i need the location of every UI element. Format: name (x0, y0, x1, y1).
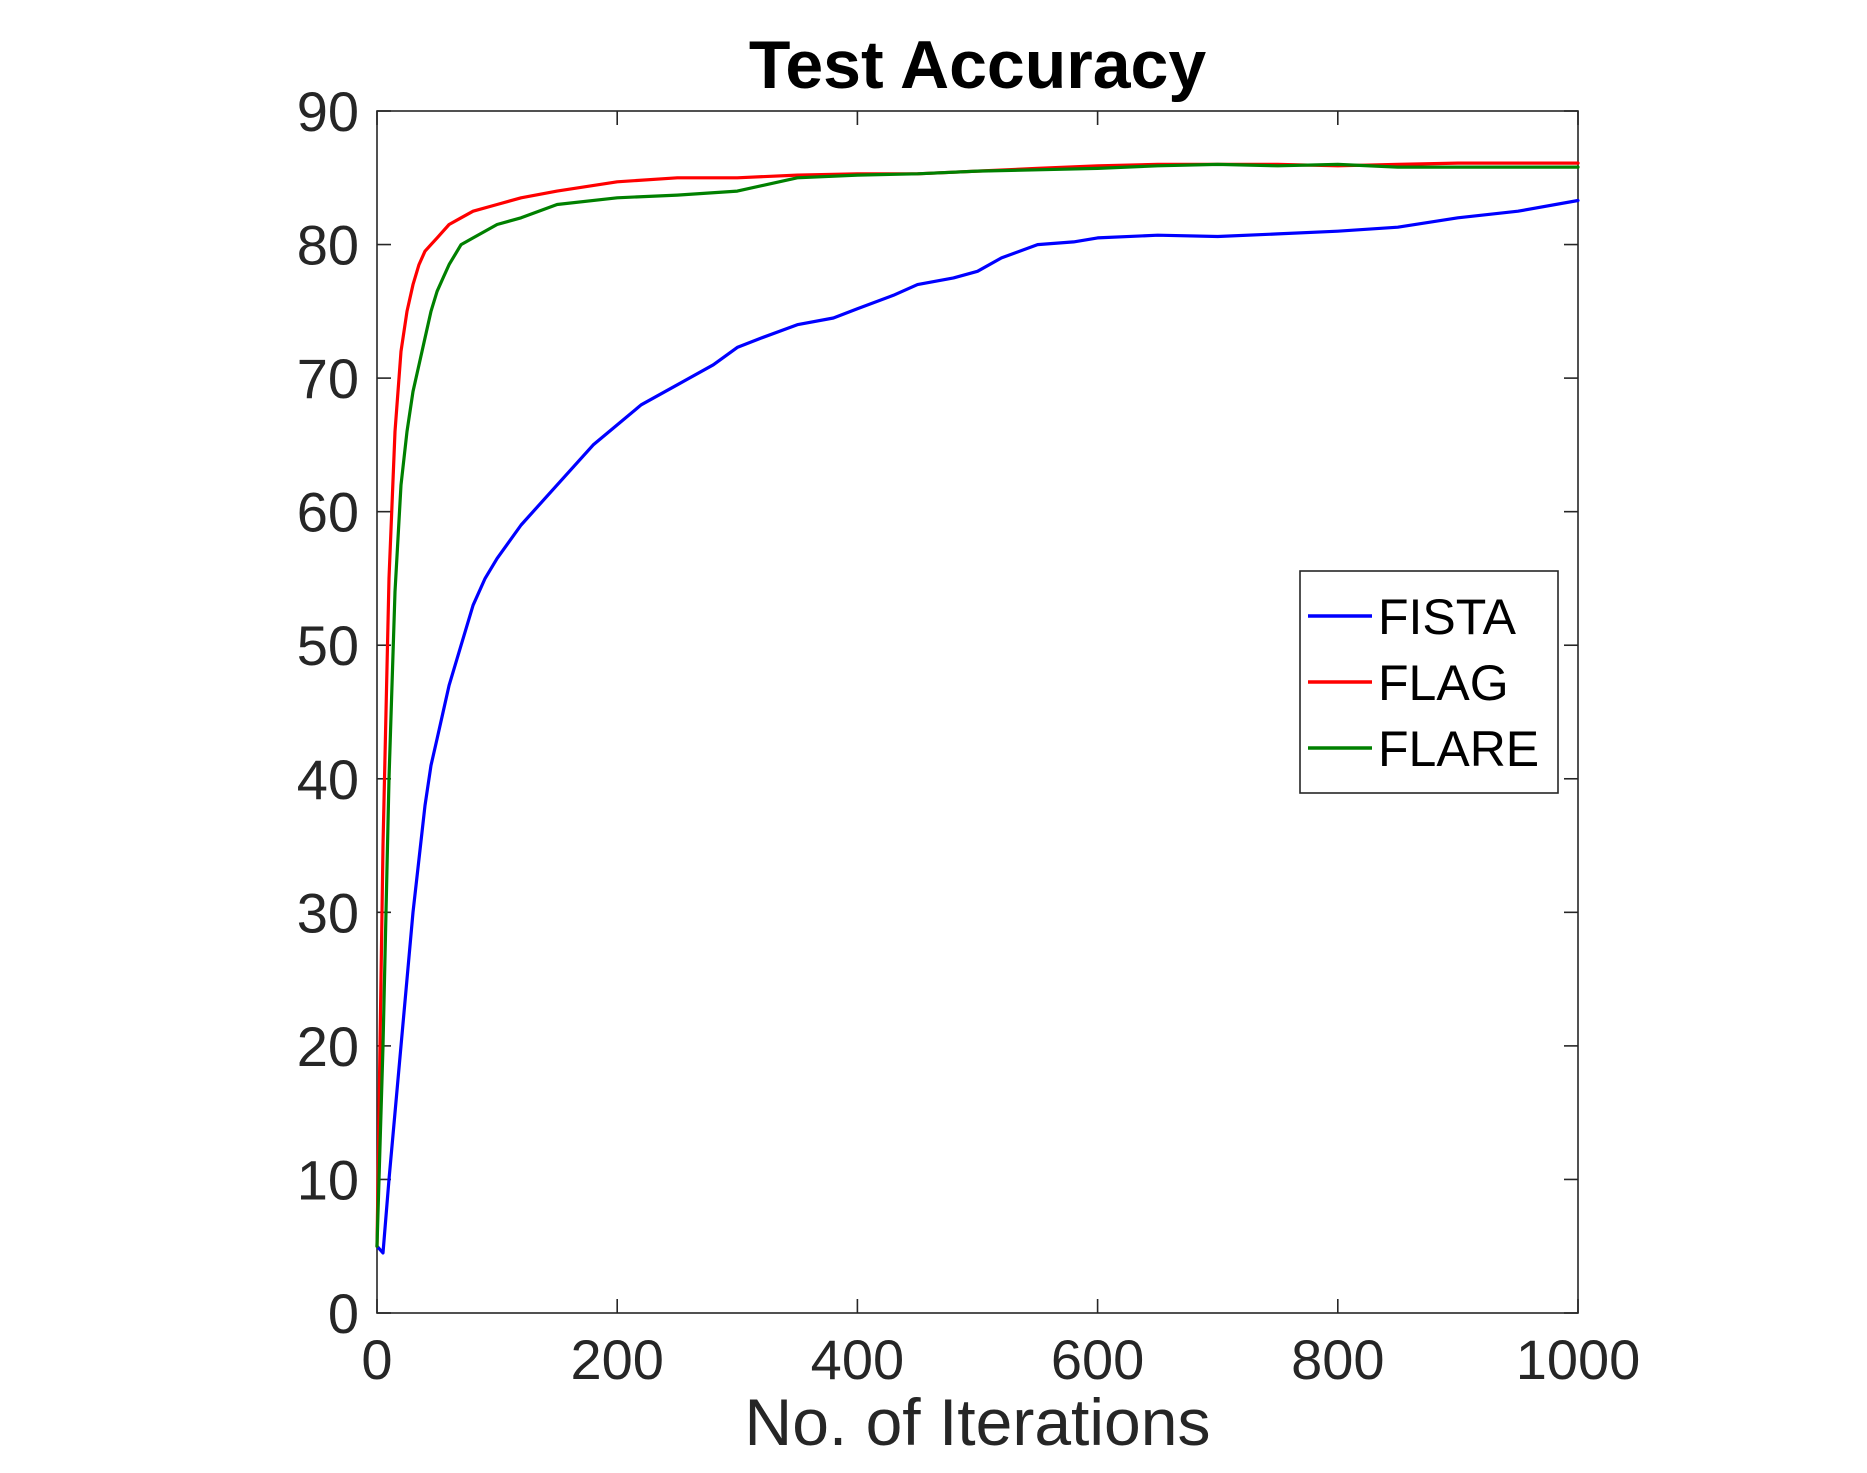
legend-label: FLARE (1378, 721, 1539, 777)
x-tick-label: 1000 (1516, 1328, 1641, 1391)
x-axis-ticks: 0 200 400 600 800 1000 (361, 111, 1640, 1391)
y-tick-label: 50 (297, 614, 359, 677)
x-tick-label: 600 (1051, 1328, 1144, 1391)
y-tick-label: 80 (297, 214, 359, 277)
y-tick-label: 20 (297, 1015, 359, 1078)
y-tick-label: 60 (297, 481, 359, 544)
legend-label: FISTA (1378, 589, 1517, 645)
y-tick-label: 70 (297, 347, 359, 410)
series-lines (375, 161, 1580, 1255)
y-tick-label: 0 (328, 1282, 359, 1345)
series-line-fista (375, 198, 1580, 1255)
legend-item-flare[interactable]: FLARE (1308, 721, 1539, 777)
y-tick-label: 10 (297, 1148, 359, 1211)
legend[interactable]: FISTA FLAG FLARE (1299, 570, 1559, 794)
x-tick-label: 400 (811, 1328, 904, 1391)
x-tick-label: 200 (570, 1328, 663, 1391)
y-tick-label: 40 (297, 748, 359, 811)
plot-area-border (376, 110, 1579, 1314)
legend-label: FLAG (1378, 655, 1509, 711)
x-axis-label: No. of Iterations (745, 1385, 1211, 1459)
x-tick-label: 800 (1291, 1328, 1384, 1391)
series-line-flare (375, 162, 1580, 1248)
y-tick-label: 90 (297, 80, 359, 143)
chart-title: Test Accuracy (749, 27, 1207, 103)
legend-item-flag[interactable]: FLAG (1308, 655, 1509, 711)
y-tick-label: 30 (297, 881, 359, 944)
legend-item-fista[interactable]: FISTA (1308, 589, 1517, 645)
y-axis-ticks: 0 10 20 30 40 50 60 70 80 90 (297, 80, 1578, 1345)
x-tick-label: 0 (361, 1328, 392, 1391)
plot-frame (376, 110, 1579, 1314)
